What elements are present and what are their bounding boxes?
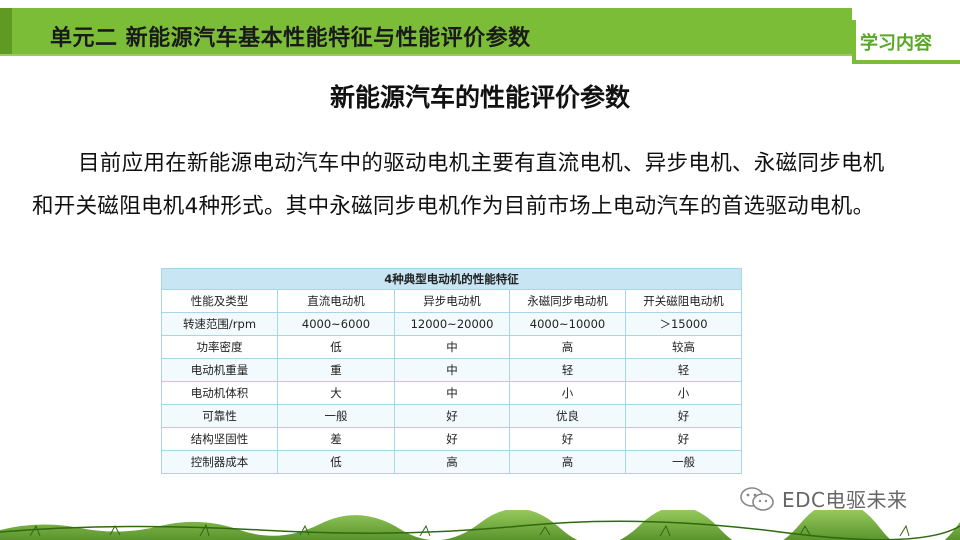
motor-comparison-table: 4种典型电动机的性能特征 性能及类型 直流电动机 异步电动机 永磁同步电动机 开… [160,268,743,474]
grass-decoration [0,510,960,540]
section-title: 新能源汽车的性能评价参数 [329,83,630,112]
table-cell: 大 [277,381,395,405]
table-cell: 好 [394,427,510,451]
header-accent [0,8,12,54]
table-cell: 可靠性 [161,404,278,428]
table-row: 结构坚固性 差 好 好 好 [161,427,743,451]
learning-content-label: 学习内容 [860,33,932,54]
table-cell: 控制器成本 [161,450,278,474]
table-cell: 中 [394,358,510,382]
table-cell: 高 [394,450,510,474]
table-row: 可靠性 一般 好 优良 好 [161,404,743,428]
header-band [0,8,852,54]
table-cell: 一般 [277,404,395,428]
table-cell: 高 [509,335,626,359]
table-cell: 差 [277,427,395,451]
body-paragraph: 目前应用在新能源电动汽车中的驱动电机主要有直流电机、异步电机、永磁同步电机和开关… [32,151,885,219]
table-row: 电动机体积 大 中 小 小 [161,381,743,405]
table-cell: 12000~20000 [394,312,510,336]
table-cell: 好 [624,404,743,428]
table-row: 控制器成本 低 高 高 一般 [161,450,743,474]
column-header: 性能及类型 [161,289,278,313]
watermark: EDC电驱未来 [738,484,908,513]
table-cell: 低 [277,450,395,474]
table-cell: 小 [624,381,743,405]
table-cell: 轻 [624,358,743,382]
table-cell: 好 [394,404,510,428]
column-header: 永磁同步电动机 [509,289,626,313]
table-cell: 中 [394,381,510,405]
table-caption: 4种典型电动机的性能特征 [160,268,743,290]
table-cell: 4000~10000 [509,312,626,336]
column-header: 异步电动机 [394,289,510,313]
table-cell: 电动机重量 [161,358,278,382]
table-cell: 功率密度 [161,335,278,359]
table-row: 转速范围/rpm 4000~6000 12000~20000 4000~1000… [161,312,743,336]
table-cell: 低 [277,335,395,359]
table-row: 电动机重量 重 中 轻 轻 [161,358,743,382]
table-header-row: 性能及类型 直流电动机 异步电动机 永磁同步电动机 开关磁阻电动机 [161,289,743,313]
unit-title: 单元二 新能源汽车基本性能特征与性能评价参数 [50,26,531,51]
watermark-text: EDC电驱未来 [782,488,908,512]
wechat-icon [738,486,776,512]
table-cell: 轻 [509,358,626,382]
table-cell: 4000~6000 [277,312,395,336]
table-cell: 好 [509,427,626,451]
table-cell: ＞15000 [624,312,743,336]
table-cell: 优良 [509,404,626,428]
table-cell: 好 [624,427,743,451]
table-cell: 一般 [624,450,743,474]
table-cell: 高 [509,450,626,474]
column-header: 直流电动机 [277,289,395,313]
table-cell: 重 [277,358,395,382]
header-underline [0,54,852,56]
table-cell: 结构坚固性 [161,427,278,451]
table-cell: 转速范围/rpm [161,312,278,336]
table-cell: 小 [509,381,626,405]
table-row: 功率密度 低 中 高 较高 [161,335,743,359]
table-cell: 电动机体积 [161,381,278,405]
table-cell: 中 [394,335,510,359]
learning-content-tag [852,20,960,64]
column-header: 开关磁阻电动机 [624,289,743,313]
table-cell: 较高 [624,335,743,359]
